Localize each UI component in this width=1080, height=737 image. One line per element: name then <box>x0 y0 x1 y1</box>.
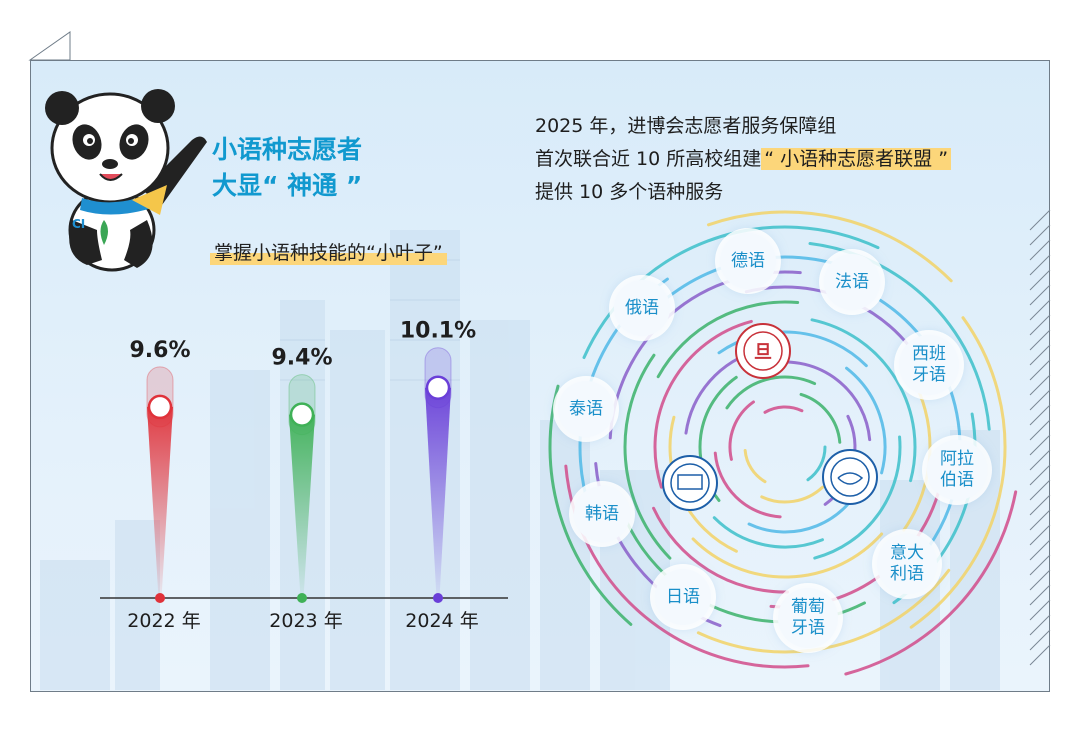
bar-2 <box>425 388 451 598</box>
language-label: 法语 <box>828 272 876 293</box>
language-label: 俄语 <box>618 298 666 319</box>
language-label: 韩语 <box>578 504 626 525</box>
bar-value-label: 9.4% <box>271 346 332 371</box>
language-bubble: 泰语 <box>558 381 614 437</box>
bar-knob <box>291 404 313 426</box>
bar-base-dot <box>433 593 443 603</box>
language-bubble: 韩语 <box>574 486 630 542</box>
language-label: 德语 <box>724 251 772 272</box>
x-tick-label: 2023 年 <box>269 610 342 632</box>
x-tick-label: 2024 年 <box>405 610 478 632</box>
bar-value-label: 9.6% <box>129 338 190 363</box>
language-bubble: 法语 <box>824 254 880 310</box>
bar-base-dot <box>155 593 165 603</box>
language-bubble: 西班牙语 <box>899 335 959 395</box>
language-bubble: 意大利语 <box>877 534 937 594</box>
bar-1 <box>289 415 315 598</box>
language-bubble: 日语 <box>655 569 711 625</box>
bar-value-label: 10.1% <box>400 319 476 344</box>
language-bubble: 阿拉伯语 <box>927 440 987 500</box>
bar-0 <box>147 407 173 598</box>
language-label: 日语 <box>659 587 707 608</box>
language-label: 泰语 <box>562 399 610 420</box>
language-bubble: 俄语 <box>614 280 670 336</box>
language-bubble: 德语 <box>720 233 776 289</box>
language-label: 意大利语 <box>883 543 931 585</box>
bar-base-dot <box>297 593 307 603</box>
bar-knob <box>149 396 171 418</box>
language-bubble: 葡萄牙语 <box>778 588 838 648</box>
bar-knob <box>427 377 449 399</box>
x-tick-label: 2022 年 <box>127 610 200 632</box>
language-label: 葡萄牙语 <box>784 597 832 639</box>
language-label: 阿拉伯语 <box>933 449 981 491</box>
language-label: 西班牙语 <box>905 344 953 386</box>
